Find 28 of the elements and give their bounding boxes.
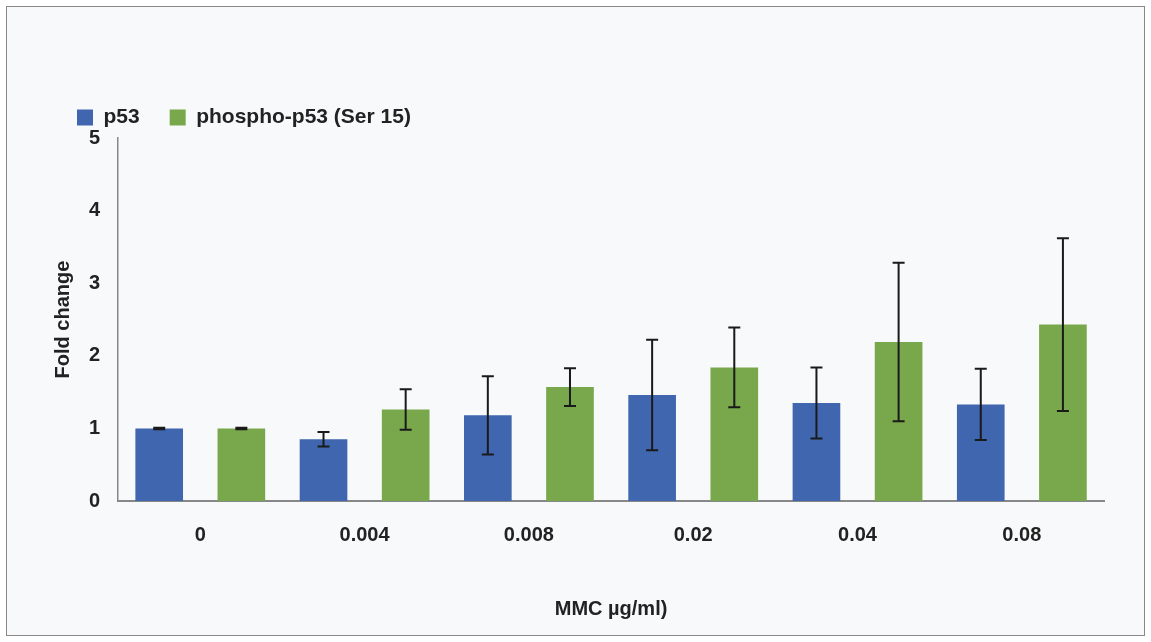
bar [217, 428, 266, 501]
bar [299, 439, 348, 501]
legend-label: phospho-p53 (Ser 15) [196, 104, 411, 128]
x-tick-label: 0.004 [339, 522, 391, 545]
y-axis-title: Fold change [50, 260, 73, 379]
y-tick-label: 1 [89, 415, 101, 438]
bar [956, 404, 1005, 501]
x-tick-label: 0.08 [1002, 522, 1042, 545]
bar [874, 342, 923, 501]
x-tick-label: 0.02 [673, 522, 713, 545]
y-tick-label: 0 [89, 488, 101, 511]
bar [381, 409, 430, 501]
x-tick-label: 0 [194, 522, 206, 545]
y-tick-label: 5 [89, 125, 101, 148]
bar [546, 387, 594, 501]
y-tick-label: 3 [89, 270, 101, 293]
legend-label: p53 [103, 104, 140, 128]
x-axis-title: MMC µg/ml) [554, 596, 668, 619]
y-tick-label: 4 [89, 198, 101, 221]
x-tick-label: 0.04 [838, 522, 878, 545]
bar [792, 402, 841, 501]
bar [710, 367, 759, 501]
bar [135, 428, 184, 501]
bar [464, 415, 512, 501]
bar [1039, 324, 1087, 501]
bar [628, 395, 676, 501]
x-tick-label: 0.008 [503, 522, 554, 545]
y-tick-label: 2 [89, 343, 101, 366]
